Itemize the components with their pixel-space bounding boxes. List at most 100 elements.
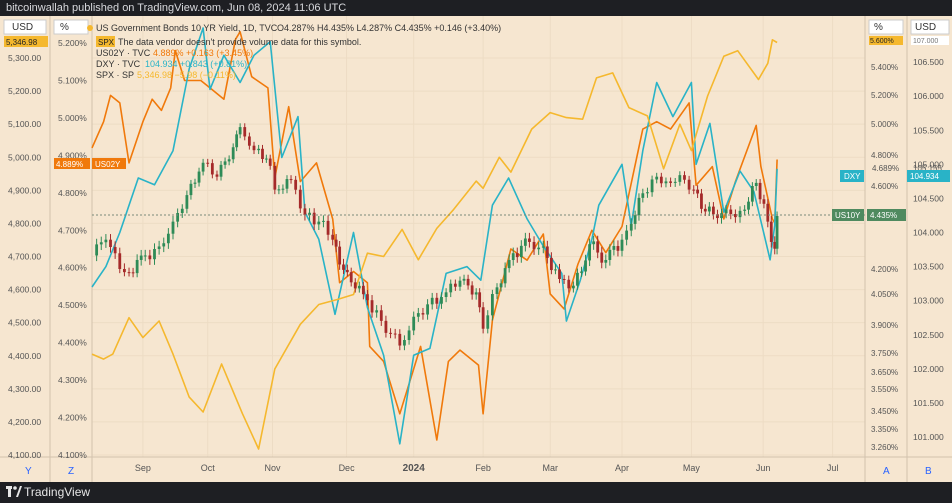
us10y-candle-body	[673, 181, 677, 183]
us10y-axis-tick: 5.200%	[871, 91, 898, 100]
log-scale-button-right[interactable]: B	[925, 466, 932, 477]
publisher-bar: bitcoinwallah published on TradingView.c…	[0, 0, 952, 16]
us10y-candle-body	[503, 268, 507, 284]
us10y-candle-body	[470, 285, 474, 295]
footer-brand[interactable]: TradingView	[24, 485, 91, 499]
us02y-axis-tick: 5.100%	[58, 75, 87, 85]
us10y-candle-body	[277, 189, 281, 191]
us10y-candle-body	[712, 206, 715, 215]
svg-text:USD: USD	[12, 22, 33, 33]
x-tick-label: Mar	[542, 463, 558, 473]
us10y-candle-body	[127, 272, 131, 274]
vendor-note: The data vendor doesn't provide volume d…	[118, 37, 361, 47]
us10y-candle-body	[370, 300, 374, 313]
spx-axis-tick: 5,100.00	[8, 119, 41, 129]
svg-text:USD: USD	[915, 22, 936, 33]
us10y-candle-body	[655, 176, 659, 180]
us10y-candle-body	[227, 159, 231, 162]
dxy-axis-tick: 106.500	[913, 57, 944, 67]
chart-canvas[interactable]: Sep Oct Nov Dec 2024 Feb Mar Apr May Jun Jul 4,100.…	[0, 16, 952, 482]
us10y-candle-body	[118, 253, 122, 269]
us10y-candle-body	[696, 189, 699, 194]
svg-text:US10Y: US10Y	[835, 211, 861, 220]
x-tick-label: Jun	[756, 463, 771, 473]
us10y-candle-body	[268, 158, 272, 166]
us10y-candle-body	[664, 181, 668, 184]
us10y-candle-body	[692, 189, 696, 191]
auto-scale-button-right[interactable]: A	[883, 466, 890, 477]
us10y-candle-body	[357, 285, 361, 289]
us10y-candle-body	[153, 248, 156, 260]
legend-spx-name[interactable]: SPX · SP	[96, 70, 134, 80]
spx-axis-tick: 5,200.00	[8, 86, 41, 96]
us10y-candle-body	[416, 313, 420, 317]
us10y-candle-body	[567, 279, 571, 289]
us10y-candle-body	[576, 272, 579, 286]
legend-us02y-name[interactable]: US02Y · TVC	[96, 48, 151, 58]
us10y-candle-body	[532, 241, 536, 250]
us10y-candle-body	[678, 175, 682, 182]
us10y-candle-body	[398, 333, 402, 346]
us10y-candle-body	[189, 183, 193, 196]
auto-scale-button-left[interactable]: Z	[68, 466, 74, 477]
us10y-candle-body	[629, 223, 633, 231]
us10y-candle-body	[707, 206, 711, 212]
us10y-candle-body	[219, 164, 223, 177]
dxy-price-tag: DXY 104.934	[840, 170, 950, 182]
us10y-candle-body	[349, 272, 353, 283]
dxy-axis-tick: 102.000	[913, 364, 944, 374]
legend-us02y-value: 4.889% +0.163 (+3.45%)	[153, 48, 253, 58]
us02y-axis-tick: 4.100%	[58, 450, 87, 460]
us10y-candle-body	[499, 283, 503, 288]
x-tick-label: May	[683, 463, 701, 473]
us10y-axis-tick: 4.600%	[871, 182, 898, 191]
us02y-axis-tick: 4.500%	[58, 300, 87, 310]
left-usd-unit[interactable]: USD	[3, 19, 47, 35]
right-usd-unit[interactable]: USD	[910, 19, 950, 35]
svg-text:4.689%: 4.689%	[872, 164, 899, 173]
us10y-candle-body	[754, 182, 758, 187]
series-layer	[91, 27, 778, 450]
x-tick-label: 2024	[403, 463, 426, 474]
us10y-candle-body	[523, 238, 527, 246]
us10y-candle-body	[281, 188, 285, 190]
x-tick-label: Feb	[475, 463, 491, 473]
us10y-candle-body	[558, 269, 561, 279]
spx-badge-label: SPX	[98, 38, 115, 47]
right-pct-unit[interactable]: %	[868, 19, 904, 35]
us10y-price-tag: US10Y 4.435%	[832, 209, 906, 221]
us10y-candle-body	[729, 209, 733, 215]
us10y-candle-body	[612, 246, 616, 250]
us10y-candle-body	[773, 241, 777, 249]
svg-text:104.934: 104.934	[910, 172, 939, 181]
us10y-candle-body	[507, 260, 511, 269]
us10y-candle-body	[421, 313, 425, 315]
us10y-candle-body	[481, 307, 485, 329]
x-tick-label: Sep	[135, 463, 151, 473]
us10y-axis-tick: 3.350%	[871, 425, 898, 434]
us10y-candle-body	[775, 216, 779, 249]
log-scale-button-left[interactable]: Y	[25, 466, 32, 477]
dxy-axis-tick: 101.500	[913, 398, 944, 408]
svg-text:%: %	[874, 22, 883, 33]
us02y-axis-tick: 4.800%	[58, 188, 87, 198]
us10y-candle-body	[596, 241, 600, 253]
us10y-candle-body	[762, 199, 766, 204]
us10y-candle-body	[669, 181, 672, 183]
spx-axis-tick: 4,800.00	[8, 218, 41, 228]
tradingview-logo-icon[interactable]	[6, 486, 22, 498]
us10y-candle-body	[180, 208, 184, 214]
x-tick-label: Dec	[339, 463, 356, 473]
us10y-candle-body	[659, 176, 663, 184]
spx-axis-tick: 4,100.00	[8, 450, 41, 460]
us10y-axis-tick: 3.260%	[871, 443, 898, 452]
us10y-candle-body	[384, 320, 388, 333]
us10y-candle-body	[458, 280, 462, 287]
us10y-candle-body	[197, 171, 201, 183]
us10y-candle-body	[747, 201, 750, 210]
us10y-candle-body	[338, 246, 342, 265]
legend-dxy-name[interactable]: DXY · TVC	[96, 59, 141, 69]
left-pct-unit[interactable]: %	[53, 19, 89, 35]
us02y-axis-tick: 4.700%	[58, 225, 87, 235]
us10y-candle-body	[474, 292, 478, 295]
